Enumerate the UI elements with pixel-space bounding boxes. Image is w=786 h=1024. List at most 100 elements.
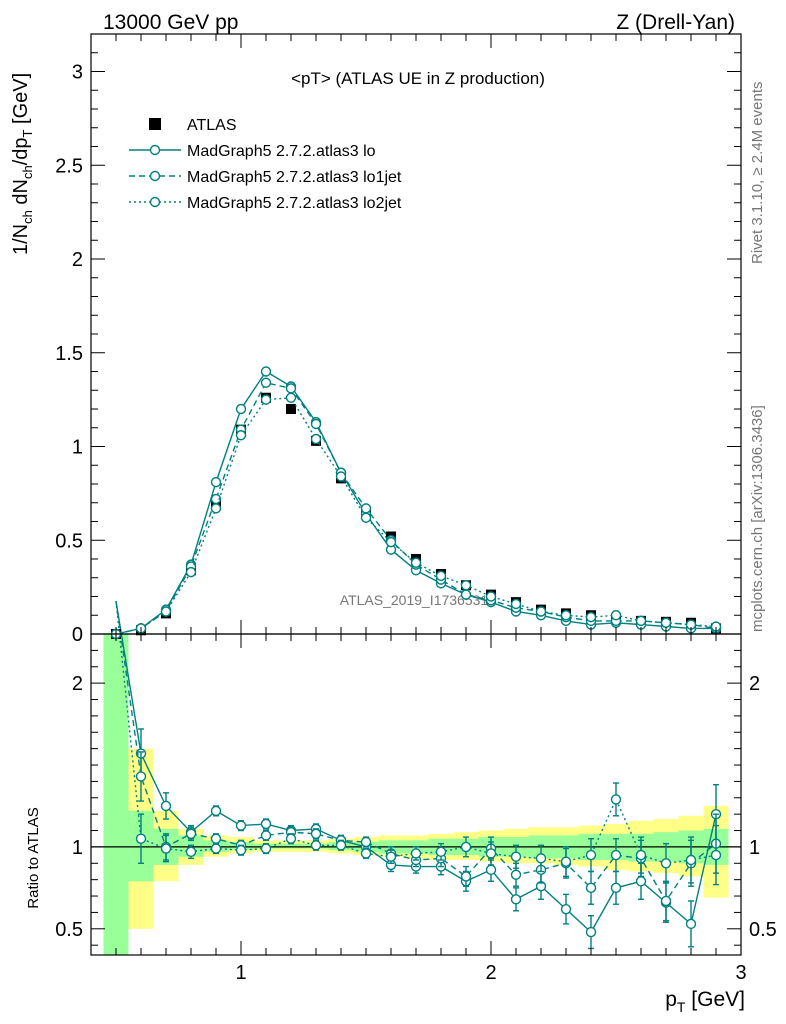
main-point [360, 512, 372, 523]
ratio-point [260, 818, 272, 830]
legend-entry: MadGraph5 2.7.2.atlas3 lo1jet [129, 169, 402, 186]
ratio-point [685, 918, 697, 930]
legend-entry: ATLAS [149, 117, 237, 134]
ratio-point [485, 864, 497, 876]
header-left: 13000 GeV pp [103, 11, 238, 34]
ratio-point [210, 805, 222, 817]
ratio-series-0 [115, 601, 722, 950]
ratio-point [310, 828, 322, 840]
main-point [485, 591, 497, 602]
y-tick-label: 1.5 [55, 343, 83, 365]
legend-entry: MadGraph5 2.7.2.atlas3 lo2jet [129, 195, 402, 212]
main-point [210, 476, 222, 488]
ratio-y-tick-label: 0.5 [55, 919, 83, 941]
analysis-watermark: ATLAS_2019_I1736531 [340, 592, 489, 608]
ratio-point [385, 851, 397, 862]
ratio-y-tick-label: 2 [72, 673, 83, 695]
main-point [335, 471, 347, 482]
legend: ATLAS MadGraph5 2.7.2.atlas3 lo MadGraph5 … [129, 117, 402, 212]
main-point [460, 589, 472, 600]
main-point [560, 610, 572, 621]
ratio-series-line [115, 601, 717, 934]
main-point [160, 606, 172, 617]
main-point [410, 557, 422, 568]
main-point [585, 611, 597, 623]
main-point [235, 430, 247, 441]
ratio-point [310, 840, 322, 851]
ratio-y-tick-label: 1 [72, 837, 83, 859]
header-right: Z (Drell-Yan) [616, 11, 735, 34]
ratio-point [360, 848, 372, 859]
main-point [310, 433, 322, 445]
main-plot-title: <pT> (ATLAS UE in Z production) [291, 69, 545, 88]
legend-marker [149, 118, 161, 130]
main-point [260, 377, 272, 388]
ratio-point [235, 820, 247, 831]
ratio-point [635, 876, 647, 887]
main-point [260, 394, 272, 405]
ratio-point [610, 794, 622, 805]
legend-marker [149, 144, 161, 156]
ratio-point [285, 833, 297, 844]
ratio-point [160, 843, 172, 854]
svg-text:1/Nch dNch/dpT [GeV]: 1/Nch dNch/dpT [GeV] [10, 73, 35, 255]
rivet-version-label: Rivet 3.1.10, ≥ 2.4M events [749, 82, 766, 265]
y-tick-label: 0.5 [55, 530, 83, 552]
main-point [260, 366, 272, 377]
y-tick-label: 3 [72, 62, 83, 84]
ratio-y-tick-label-right: 2 [749, 673, 760, 695]
ratio-point [560, 856, 572, 867]
ratio-point [710, 849, 722, 861]
ratio-point [585, 926, 597, 938]
green-band-bin [103, 634, 129, 955]
main-point [660, 617, 672, 628]
mcplots-label: mcplots.cern.ch [arXiv:1306.3436] [749, 405, 766, 632]
ratio-point [585, 882, 597, 894]
ratio-series-layer [115, 601, 722, 950]
y-tick-label: 2 [72, 249, 83, 271]
ratio-point [635, 849, 647, 861]
ratio-uncertainty-bands [91, 634, 741, 955]
legend-marker [149, 196, 161, 208]
main-point [535, 606, 547, 617]
legend-marker [149, 170, 161, 182]
legend-label: MadGraph5 2.7.2.atlas3 lo [187, 143, 376, 160]
main-point [435, 570, 447, 582]
ratio-point [135, 833, 147, 844]
ratio-point [235, 844, 247, 856]
ratio-point [135, 771, 147, 782]
ratio-point [410, 848, 422, 859]
main-point [210, 503, 222, 514]
main-point [235, 403, 247, 415]
x-tick-label: 3 [735, 962, 746, 984]
ratio-point [610, 849, 622, 861]
ratio-point [660, 858, 672, 869]
legend-label: ATLAS [187, 117, 237, 134]
ratio-point [610, 882, 622, 894]
ratio-point [585, 849, 597, 861]
main-series-3 [110, 392, 722, 640]
y-tick-label: 0 [72, 624, 83, 646]
ratio-point [535, 853, 547, 864]
x-tick-label: 1 [235, 962, 246, 984]
main-point [310, 418, 322, 430]
main-point [460, 580, 472, 591]
ratio-point [485, 848, 497, 859]
ratio-frame [90, 633, 742, 956]
ratio-point [335, 840, 347, 851]
green-band-bin [278, 843, 304, 849]
ratio-point [685, 854, 697, 866]
main-y-axis-title: 1/Nch dNch/dpT [GeV] [10, 73, 35, 255]
ratio-point [260, 830, 272, 841]
ratio-y-tick-label-right: 1 [749, 837, 760, 859]
x-tick-label: 2 [485, 962, 496, 984]
main-point [285, 392, 297, 403]
legend-label: MadGraph5 2.7.2.atlas3 lo1jet [187, 169, 402, 186]
ratio-point [660, 895, 672, 907]
ratio-point [185, 846, 197, 858]
legend-label: MadGraph5 2.7.2.atlas3 lo2jet [187, 195, 402, 212]
main-point [510, 598, 522, 610]
ratio-point [560, 903, 572, 915]
ratio-point [435, 846, 447, 858]
main-point [610, 610, 622, 621]
